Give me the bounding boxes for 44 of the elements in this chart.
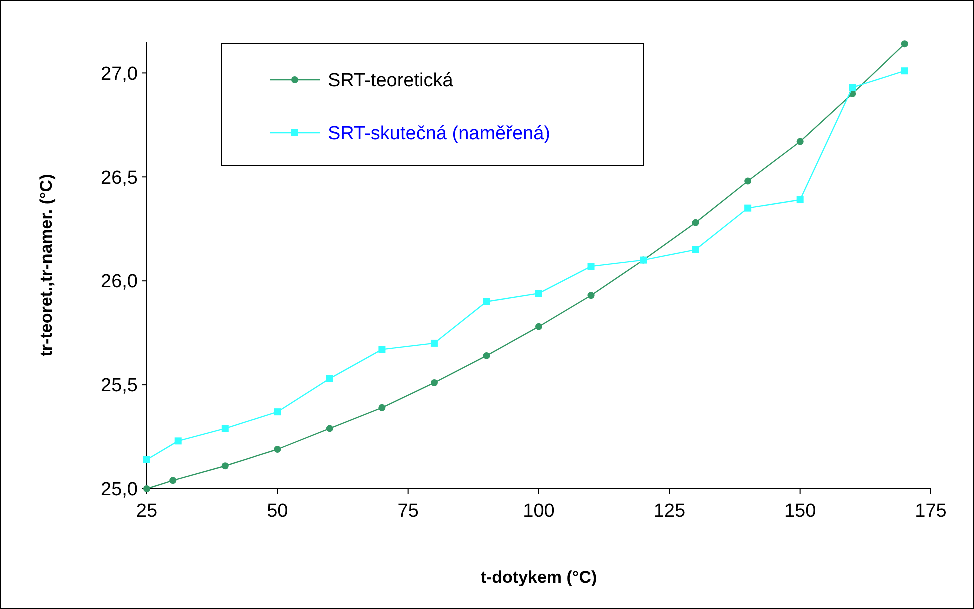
point: [483, 352, 490, 360]
point: [222, 462, 229, 470]
point: [378, 404, 386, 412]
point: [483, 298, 490, 306]
y-tick-label: 26,5: [101, 168, 138, 189]
y-tick-label: 26,0: [101, 272, 138, 293]
legend-label: SRT-skutečná (naměřená): [328, 124, 550, 145]
x-tick-label: 125: [654, 501, 686, 522]
x-tick-label: 150: [784, 501, 816, 522]
point: [430, 340, 438, 347]
point: [692, 219, 700, 226]
y-tick-label: 25,0: [101, 480, 138, 501]
point: [536, 290, 542, 298]
x-tick-label: 25: [136, 501, 158, 522]
point: [144, 456, 150, 464]
point: [174, 438, 182, 445]
point: [588, 263, 595, 270]
point: [901, 40, 908, 48]
point: [744, 178, 752, 185]
x-axis-title: t-dotykem (°C): [480, 568, 598, 587]
point: [849, 84, 856, 92]
point: [170, 477, 177, 484]
legend-label: SRT-teoretická: [328, 70, 454, 92]
x-tick-label: 175: [915, 501, 947, 522]
point: [692, 246, 700, 254]
y-tick-label: 25,5: [101, 376, 138, 397]
point: [274, 446, 282, 453]
point: [744, 204, 752, 212]
point: [326, 425, 334, 432]
point: [796, 138, 804, 146]
x-tick-label: 75: [398, 501, 419, 522]
y-axis-title: tr-teoret.,tr-namer. (°C): [37, 174, 56, 357]
y-tick-label: 27,0: [101, 64, 138, 85]
point: [536, 323, 542, 330]
point: [222, 425, 229, 432]
point: [378, 346, 386, 354]
point: [274, 408, 282, 416]
point: [326, 375, 334, 382]
x-tick-label: 50: [267, 501, 288, 522]
point: [430, 379, 438, 386]
point: [588, 292, 595, 300]
point: [796, 196, 804, 204]
x-tick-label: 100: [523, 501, 555, 522]
point: [901, 68, 908, 75]
